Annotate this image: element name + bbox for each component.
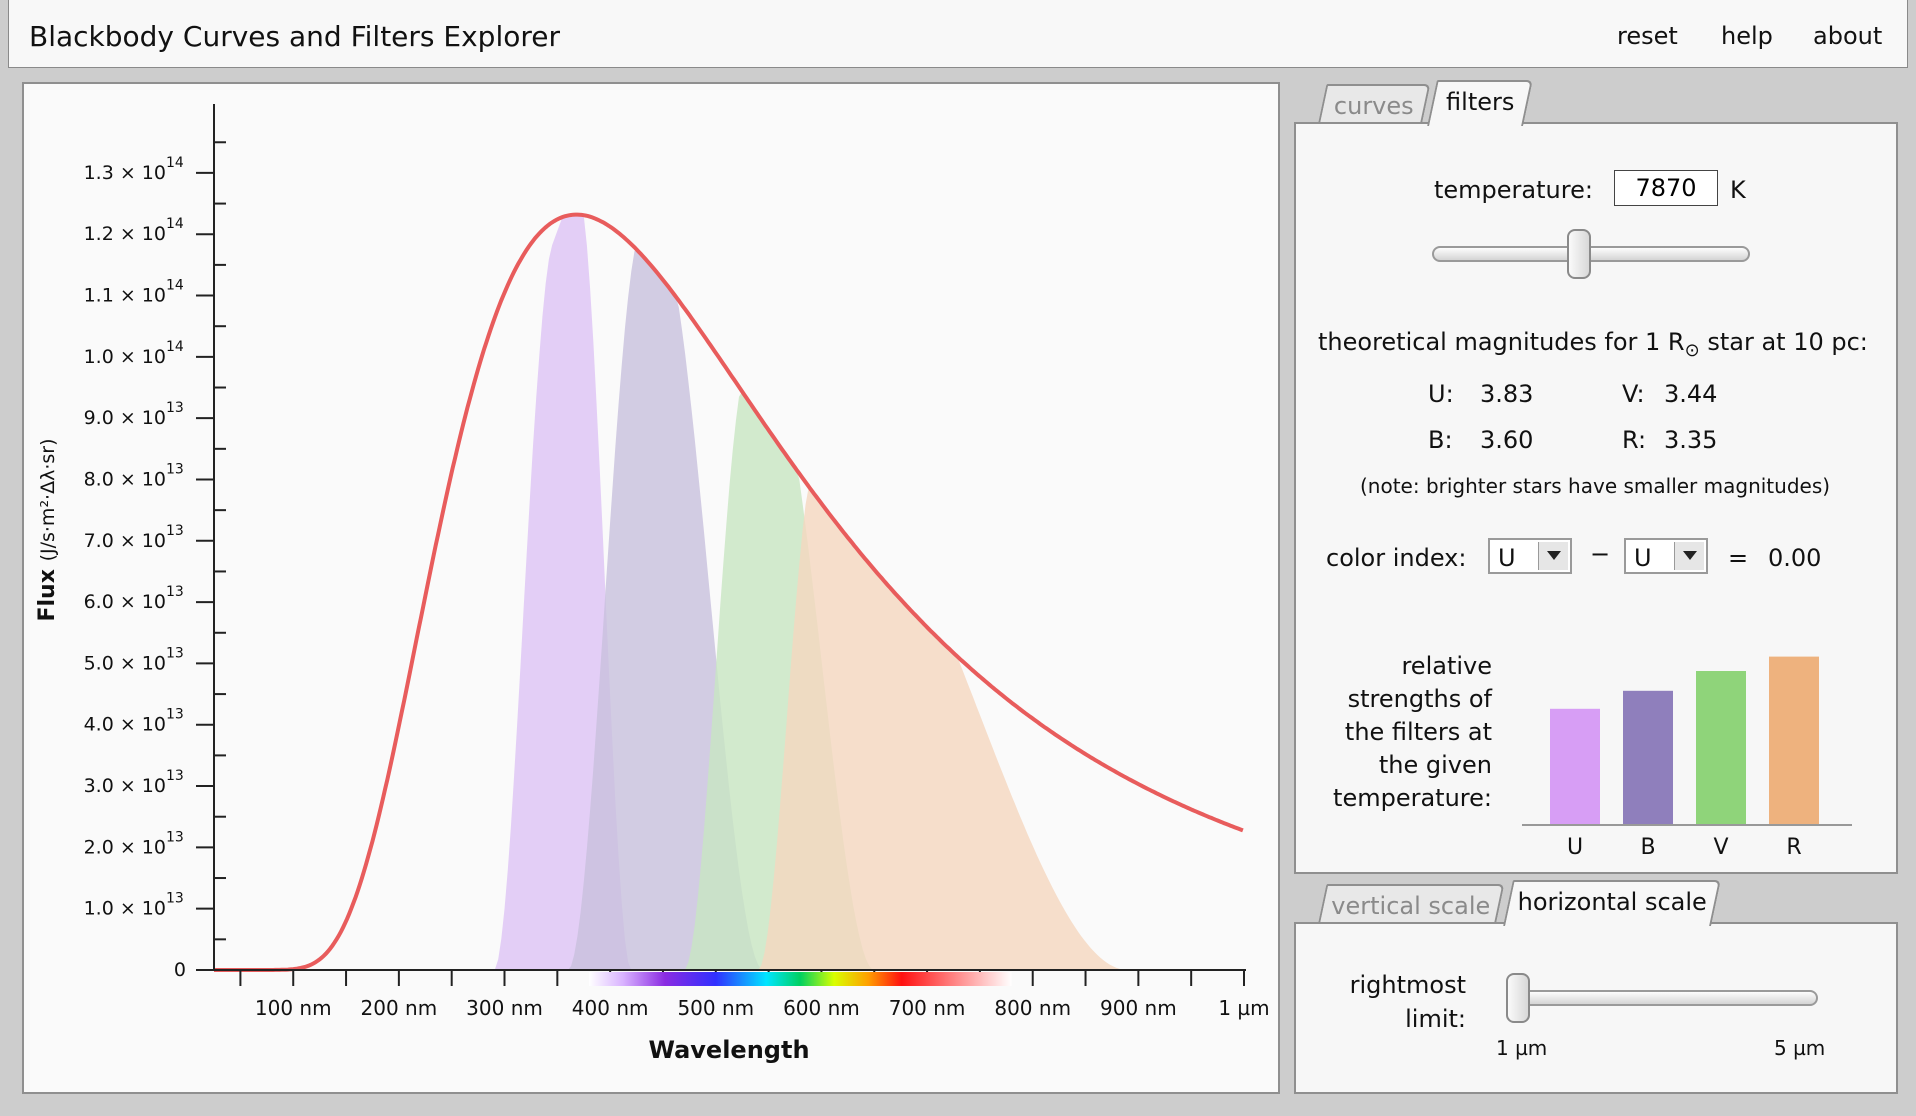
temperature-label: temperature: xyxy=(1434,176,1593,204)
strength-bar-r xyxy=(1769,656,1819,824)
x-tick-label: 400 nm xyxy=(572,996,649,1020)
y-tick-exponent: 13 xyxy=(166,768,184,784)
blackbody-chart: 01.0 × 10 132.0 × 10 133.0 × 10 134.0 × 10 1… xyxy=(35,104,1270,1064)
y-tick-exponent: 13 xyxy=(166,707,184,723)
color-index-minus: − xyxy=(1590,540,1611,568)
magnitude-v-value: 3.44 xyxy=(1664,380,1718,408)
magnitude-b-label: B: xyxy=(1428,426,1453,454)
tab-vertical-scale[interactable]: vertical scale xyxy=(1317,884,1505,926)
x-axis-title: Wavelength xyxy=(648,1036,809,1064)
y-tick-label: 1.1 × 10 xyxy=(84,285,166,307)
y-tick-label: 6.0 × 10 xyxy=(84,591,166,613)
magnitude-u-label: U: xyxy=(1428,380,1454,408)
blackbody-curve xyxy=(214,212,1244,972)
chevron-down-icon xyxy=(1674,542,1704,570)
reset-link[interactable]: reset xyxy=(1617,22,1678,50)
y-tick-exponent: 14 xyxy=(166,155,184,171)
app-title: Blackbody Curves and Filters Explorer xyxy=(29,20,560,53)
temperature-input[interactable] xyxy=(1614,170,1718,206)
y-tick-label: 8.0 × 10 xyxy=(84,468,166,490)
strength-bar-v xyxy=(1696,671,1746,824)
color-index-label: color index: xyxy=(1326,544,1467,572)
chevron-down-icon xyxy=(1538,542,1568,570)
y-tick-exponent: 13 xyxy=(166,829,184,845)
strength-bar-b xyxy=(1623,690,1673,824)
magnitude-r-value: 3.35 xyxy=(1664,426,1718,454)
y-tick-exponent: 13 xyxy=(166,523,184,539)
x-tick-label: 200 nm xyxy=(361,996,438,1020)
magnitudes-note: (note: brighter stars have smaller magni… xyxy=(1360,474,1831,498)
chart-panel: 0 1.0 × 10 13 2.0 × 10 13 3.0 × 10 13 4.0 × 10 1… xyxy=(22,82,1280,1094)
y-tick-label: 2.0 × 10 xyxy=(84,836,166,858)
x-tick-label: 300 nm xyxy=(466,996,543,1020)
x-tick-label: 900 nm xyxy=(1100,996,1177,1020)
magnitude-u-value: 3.83 xyxy=(1480,380,1534,408)
filter-strength-label: relative strengths of the filters at the… xyxy=(1333,652,1492,812)
y-tick-label: 4.0 × 10 xyxy=(84,714,166,736)
y-tick-label: 1.0 × 10 xyxy=(84,898,166,920)
y-tick-exponent: 14 xyxy=(166,278,184,294)
temperature-slider-thumb[interactable] xyxy=(1567,229,1592,279)
y-tick-label: 1.3 × 10 xyxy=(84,162,166,184)
y-tick-exponent: 13 xyxy=(166,461,184,477)
y-tick-label: 1.0 × 10 xyxy=(84,346,166,368)
slider-min-label: 1 µm xyxy=(1496,1036,1548,1060)
magnitude-v-label: V: xyxy=(1622,380,1645,408)
y-tick-label: 0 xyxy=(174,959,186,981)
y-tick-label: 1.2 × 10 xyxy=(84,223,166,245)
y-tick-exponent: 13 xyxy=(166,645,184,661)
y-tick-label: 3.0 × 10 xyxy=(84,775,166,797)
magnitude-r-label: R: xyxy=(1622,426,1647,454)
color-index-equals: = xyxy=(1728,544,1749,572)
x-tick-label: 100 nm xyxy=(255,996,332,1020)
tab-filters[interactable]: filters xyxy=(1427,80,1533,126)
strength-bar-label: R xyxy=(1786,835,1801,860)
visible-spectrum-strip xyxy=(589,972,1012,986)
tab-horizontal-scale[interactable]: horizontal scale xyxy=(1503,880,1721,926)
y-tick-exponent: 14 xyxy=(166,339,184,355)
filter-u-band xyxy=(472,214,1202,971)
rightmost-limit-slider-thumb[interactable] xyxy=(1506,973,1530,1023)
about-link[interactable]: about xyxy=(1813,22,1883,50)
filter-r-band xyxy=(472,486,1202,970)
magnitude-b-value: 3.60 xyxy=(1480,426,1534,454)
x-tick-label: 1 µm xyxy=(1218,996,1269,1020)
color-index-first-select[interactable]: U xyxy=(1488,538,1572,574)
color-index-second-select[interactable]: U xyxy=(1624,538,1708,574)
rightmost-limit-label: rightmost limit: xyxy=(1349,971,1466,1033)
help-link[interactable]: help xyxy=(1721,22,1773,50)
y-tick-label: 9.0 × 10 xyxy=(84,407,166,429)
x-tick-label: 800 nm xyxy=(994,996,1071,1020)
y-tick-exponent: 13 xyxy=(166,891,184,907)
x-tick-label: 700 nm xyxy=(889,996,966,1020)
x-tick-label: 500 nm xyxy=(677,996,754,1020)
strength-bar-label: U xyxy=(1567,835,1583,860)
sun-symbol: ⊙ xyxy=(1684,339,1700,361)
strength-bar-u xyxy=(1550,708,1600,824)
y-axis-title: Flux (J/s·m²·Δλ·sr) xyxy=(35,438,60,621)
rightmost-limit-slider-track[interactable] xyxy=(1506,990,1818,1006)
color-index-value: 0.00 xyxy=(1768,544,1822,572)
strength-bar-label: V xyxy=(1713,835,1728,860)
slider-max-label: 5 µm xyxy=(1774,1036,1826,1060)
magnitudes-heading: theoretical magnitudes for 1 R⊙ star at … xyxy=(1318,328,1868,361)
tab-curves[interactable]: curves xyxy=(1317,84,1431,126)
filter-b-band xyxy=(472,250,1202,971)
y-tick-label: 5.0 × 10 xyxy=(84,652,166,674)
title-bar: Blackbody Curves and Filters Explorer re… xyxy=(8,0,1908,68)
x-tick-label: 600 nm xyxy=(783,996,860,1020)
strength-bar-label: B xyxy=(1640,835,1655,860)
temperature-unit: K xyxy=(1730,176,1746,204)
y-tick-exponent: 14 xyxy=(166,216,184,232)
y-tick-exponent: 13 xyxy=(166,584,184,600)
y-tick-label: 7.0 × 10 xyxy=(84,530,166,552)
y-tick-exponent: 13 xyxy=(166,400,184,416)
